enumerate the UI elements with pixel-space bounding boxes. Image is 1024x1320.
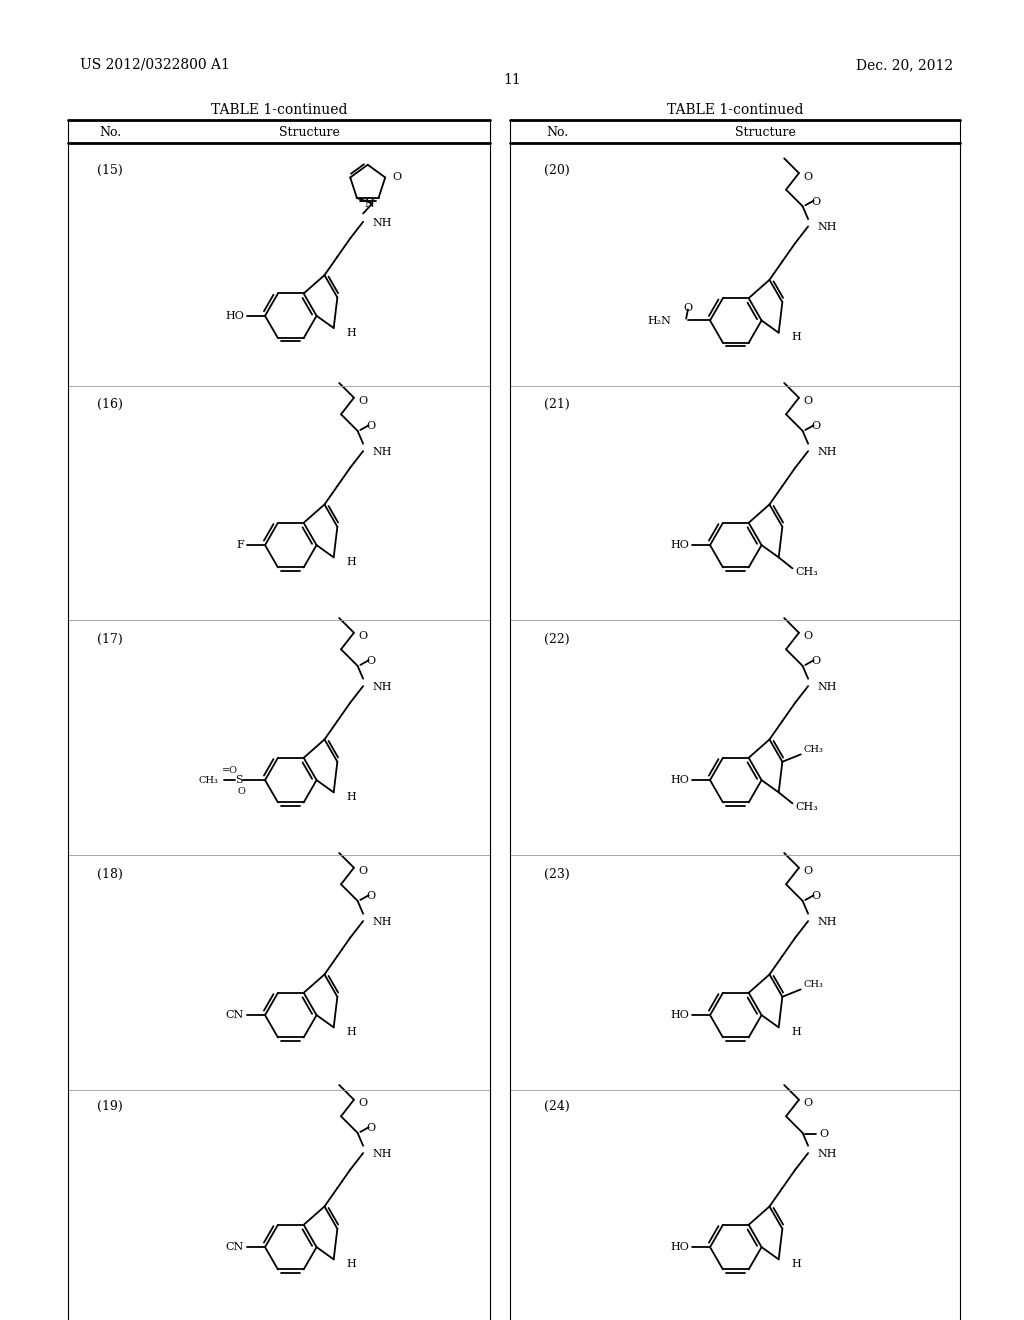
- Text: CH₃: CH₃: [804, 746, 823, 754]
- Text: O: O: [804, 1098, 813, 1109]
- Text: H: H: [792, 1259, 802, 1269]
- Text: CH₃: CH₃: [796, 568, 818, 577]
- Text: Structure: Structure: [734, 127, 796, 140]
- Text: H: H: [346, 1027, 356, 1038]
- Text: No.: No.: [99, 127, 121, 140]
- Text: CH₃: CH₃: [199, 776, 218, 784]
- Text: No.: No.: [546, 127, 568, 140]
- Text: (17): (17): [97, 632, 123, 645]
- Text: O: O: [812, 891, 821, 902]
- Text: 11: 11: [503, 73, 521, 87]
- Text: O: O: [358, 1098, 368, 1109]
- Text: NH: NH: [373, 682, 392, 692]
- Text: O: O: [804, 866, 813, 876]
- Text: H: H: [346, 557, 356, 568]
- Text: Structure: Structure: [279, 127, 339, 140]
- Text: H: H: [792, 1027, 802, 1038]
- Text: S: S: [236, 775, 243, 785]
- Text: H: H: [346, 327, 356, 338]
- Text: (20): (20): [544, 164, 570, 177]
- Text: O: O: [819, 1129, 828, 1139]
- Text: O: O: [392, 173, 401, 182]
- Text: O: O: [367, 891, 376, 902]
- Text: O: O: [804, 396, 813, 407]
- Text: (24): (24): [544, 1100, 570, 1113]
- Text: (21): (21): [544, 397, 570, 411]
- Text: HO: HO: [670, 775, 689, 785]
- Text: H: H: [346, 1259, 356, 1269]
- Text: H: H: [346, 792, 356, 803]
- Text: O: O: [683, 302, 692, 313]
- Text: NH: NH: [817, 222, 837, 232]
- Text: CH₃: CH₃: [804, 981, 823, 989]
- Text: US 2012/0322800 A1: US 2012/0322800 A1: [80, 58, 229, 73]
- Text: NH: NH: [817, 917, 837, 927]
- Text: N: N: [365, 198, 374, 209]
- Text: (19): (19): [97, 1100, 123, 1113]
- Text: O: O: [367, 421, 376, 432]
- Text: TABLE 1-continued: TABLE 1-continued: [667, 103, 803, 117]
- Text: =O: =O: [222, 767, 239, 775]
- Text: NH: NH: [373, 218, 392, 227]
- Text: O: O: [238, 787, 245, 796]
- Text: O: O: [804, 631, 813, 642]
- Text: O: O: [358, 631, 368, 642]
- Text: CN: CN: [225, 1010, 244, 1020]
- Text: NH: NH: [373, 1148, 392, 1159]
- Text: (18): (18): [97, 867, 123, 880]
- Text: HO: HO: [670, 1242, 689, 1253]
- Text: NH: NH: [373, 917, 392, 927]
- Text: O: O: [358, 866, 368, 876]
- Text: NH: NH: [817, 682, 837, 692]
- Text: O: O: [367, 656, 376, 667]
- Text: (22): (22): [544, 632, 569, 645]
- Text: TABLE 1-continued: TABLE 1-continued: [211, 103, 347, 117]
- Text: F: F: [237, 540, 244, 550]
- Text: NH: NH: [373, 447, 392, 457]
- Text: CH₃: CH₃: [796, 803, 818, 812]
- Text: HO: HO: [670, 1010, 689, 1020]
- Text: H₂N: H₂N: [647, 317, 672, 326]
- Text: O: O: [812, 656, 821, 667]
- Text: (16): (16): [97, 397, 123, 411]
- Text: O: O: [804, 172, 813, 182]
- Text: HO: HO: [225, 310, 244, 321]
- Text: O: O: [358, 396, 368, 407]
- Text: Dec. 20, 2012: Dec. 20, 2012: [856, 58, 953, 73]
- Text: O: O: [812, 421, 821, 432]
- Text: O: O: [812, 197, 821, 207]
- Text: H: H: [792, 333, 802, 342]
- Text: HO: HO: [670, 540, 689, 550]
- Text: NH: NH: [817, 1148, 837, 1159]
- Text: (23): (23): [544, 867, 570, 880]
- Text: CN: CN: [225, 1242, 244, 1253]
- Text: O: O: [367, 1123, 376, 1134]
- Text: NH: NH: [817, 447, 837, 457]
- Text: (15): (15): [97, 164, 123, 177]
